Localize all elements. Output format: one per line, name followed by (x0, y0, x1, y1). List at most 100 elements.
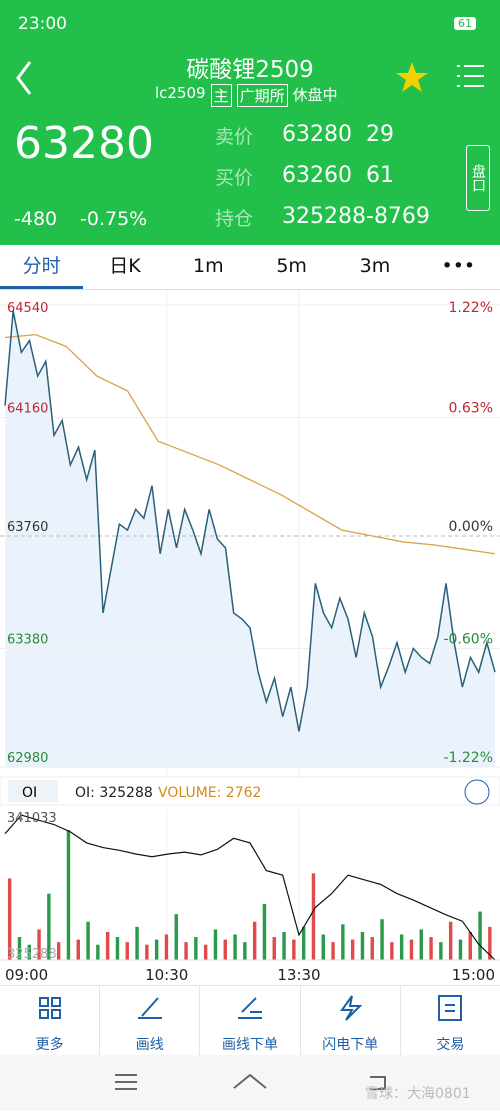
volume-bar (478, 911, 482, 960)
volume-bar (27, 944, 31, 960)
header: 23:00 61 碳酸锂2509 lc2509 主 广期所 休盘中 63280 … (0, 0, 500, 245)
nav-icon (137, 997, 162, 1019)
nav-icon (38, 997, 61, 1019)
volume-bar (135, 926, 139, 960)
depth-button[interactable]: 盘口 (466, 145, 490, 211)
tab[interactable]: 分时 (0, 245, 84, 289)
icon-shape (340, 995, 363, 1021)
y-tick-label: 62980 (7, 751, 48, 766)
expand-button[interactable] (464, 779, 490, 805)
volume-bar (37, 929, 41, 960)
back-button[interactable] (10, 58, 40, 98)
price-area (5, 310, 495, 767)
price-line (4, 310, 496, 732)
volume-bar (311, 873, 316, 960)
subtitle: lc2509 主 广期所 休盘中 (155, 84, 338, 107)
tab[interactable]: 5m (276, 255, 307, 277)
volume-bar (488, 926, 492, 960)
volume-bar (76, 939, 80, 960)
tag: 主 (210, 84, 232, 107)
quote-value: 325288 (282, 204, 366, 229)
y-tick-label-right: 0.63% (449, 401, 493, 417)
volume-bar (223, 939, 227, 960)
state: 休盘中 (292, 86, 338, 104)
volume-bar (105, 931, 110, 960)
chart: 64540 1.22% 64160 0.63% 63760 0.00% 63380 -0.60… (0, 290, 500, 984)
volume-bar (439, 942, 443, 960)
clock: 23:00 (18, 14, 67, 34)
change: -480 (14, 208, 58, 230)
oi-header-bg (0, 776, 500, 806)
y-tick-label: 64160 (7, 402, 48, 417)
watermark: 雪球：大海0801 (365, 1086, 471, 1102)
icon-shape (137, 997, 162, 1019)
nav-item[interactable]: 闪电下单 (301, 986, 401, 1056)
tab[interactable]: ••• (441, 255, 476, 277)
volume-bar (370, 937, 374, 960)
y-tick-label-right: 0.00% (449, 519, 493, 535)
y-tick-label: 64540 (7, 301, 48, 316)
volume-bar (262, 903, 267, 960)
volume-bar (458, 939, 463, 960)
tabs: 分时 日K 1m 5m 3m ••• (0, 245, 500, 290)
battery: 61 (454, 17, 476, 30)
nav-item[interactable]: 更多 (0, 986, 101, 1056)
icon-shape (438, 995, 463, 1021)
oi-tab-label: OI (22, 785, 37, 801)
bottom-nav: 更多 画线 画线下单 闪电下单 交易 (0, 985, 500, 1056)
volume-bar (380, 919, 384, 960)
tab[interactable]: 1m (193, 255, 224, 277)
volume-bar (203, 944, 208, 960)
quote-qty: 29 (366, 122, 394, 147)
volume-bar (252, 921, 257, 960)
tag: 广期所 (236, 84, 288, 107)
volume-bar (350, 939, 355, 960)
volume-bar (331, 942, 335, 960)
volume-bar (292, 939, 296, 960)
nav-icon (238, 997, 262, 1019)
y-tick-label-right: -0.60% (443, 632, 493, 648)
volume-bar (419, 929, 423, 960)
code: lc2509 (155, 84, 206, 102)
y-tick-label-right: 1.22% (449, 300, 493, 316)
volume-bar (213, 929, 218, 960)
volume-bar (174, 914, 178, 960)
quote-value: 63260 (282, 163, 352, 188)
volume-bar (233, 934, 237, 960)
quote-label: 卖价 (215, 126, 254, 148)
nav-item[interactable]: 画线 (100, 986, 201, 1056)
nav-icon (438, 995, 463, 1021)
system-nav: 雪球：大海0801 (0, 1055, 500, 1111)
price: 63280 (14, 118, 154, 169)
volume-bar (399, 934, 404, 960)
icon-shape (238, 997, 262, 1019)
volume-bar (164, 934, 169, 960)
volume-bar (448, 921, 453, 960)
oi-label: OI: 325288 (75, 785, 153, 801)
volume-bar (47, 893, 51, 960)
volume-bar (125, 942, 129, 960)
oi-tab (8, 780, 58, 802)
tab[interactable]: 3m (359, 255, 391, 277)
x-tick-label: 15:00 (452, 966, 495, 984)
title: 碳酸锂2509 (186, 57, 314, 83)
volume-bar (409, 939, 414, 960)
nav-item[interactable]: 交易 (401, 986, 500, 1056)
x-tick-label: 13:30 (277, 966, 320, 984)
y-tick-label-right: -1.22% (443, 750, 493, 766)
nav-icon (340, 995, 363, 1021)
y-tick-label: 63760 (7, 520, 48, 535)
y-tick-label: 63380 (7, 633, 48, 648)
favorite[interactable] (395, 60, 429, 94)
volume-bar (115, 937, 120, 960)
volume-bar (301, 926, 306, 960)
menu[interactable] (456, 62, 486, 90)
volume-bar (145, 944, 149, 960)
volume-bar (243, 942, 247, 960)
nav-item[interactable]: 画线下单 (200, 986, 301, 1056)
volume-bar (321, 934, 325, 960)
tab[interactable]: 日K (109, 255, 141, 277)
icon-shape (38, 997, 61, 1019)
volume-bar (194, 937, 198, 960)
quote-qty: -8769 (366, 204, 430, 229)
